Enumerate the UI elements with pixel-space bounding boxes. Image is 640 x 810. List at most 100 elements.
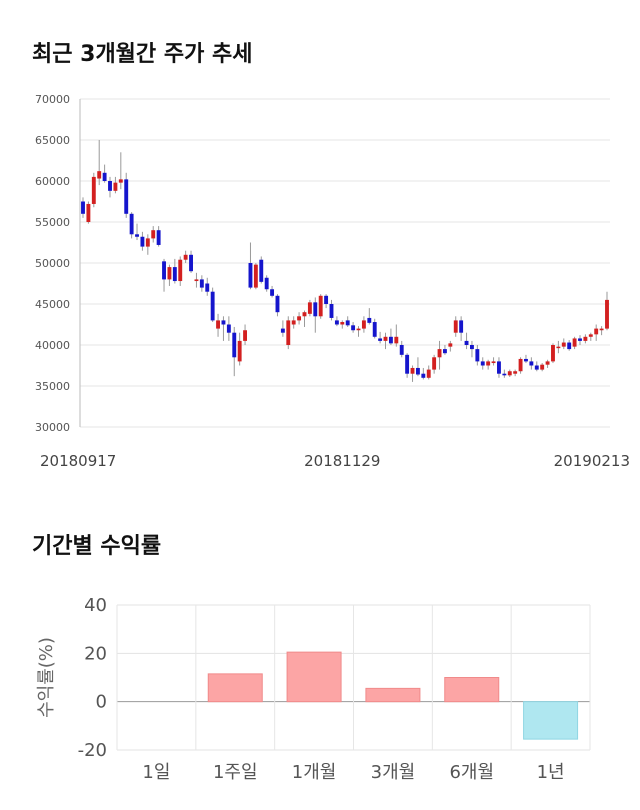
candle-body: [178, 259, 183, 282]
candle-body: [264, 277, 269, 290]
y-axis-label: 수익률(%): [36, 637, 57, 718]
y-tick-label: 50000: [35, 257, 70, 270]
y-tick-label: 0: [96, 692, 107, 713]
candle-body: [226, 324, 231, 333]
y-tick-label: 55000: [35, 216, 70, 229]
return-bar-chart: 40 20 0 -20 수익률(%) 1일 1주일 1개월 3개월 6개월 1년: [36, 595, 591, 783]
candle-body: [388, 336, 393, 344]
candle-body: [129, 213, 134, 235]
candle-body: [583, 336, 588, 341]
x-category-label: 1일: [142, 762, 170, 783]
candle-body: [556, 346, 561, 349]
candle-body: [280, 328, 285, 333]
candle-body: [91, 176, 96, 204]
candle-body: [372, 322, 377, 337]
candle-body: [291, 320, 296, 325]
x-category-label: 1년: [537, 762, 565, 783]
candle-body: [297, 316, 302, 321]
candle-body: [480, 361, 485, 366]
candle-body: [221, 320, 226, 325]
candle-body: [599, 328, 604, 331]
candle-body: [594, 328, 599, 335]
candle-body: [453, 320, 458, 333]
period-return-title: 기간별 수익률: [32, 534, 162, 559]
candle-body: [421, 373, 426, 378]
candlestick-chart: 30000 35000 40000 45000 50000 55000 60000 65000…: [35, 93, 630, 470]
candle-body: [86, 203, 91, 222]
y-tick-label: 40: [84, 595, 107, 616]
candle-body: [459, 320, 464, 333]
return-bar: [207, 673, 263, 703]
candle-body: [167, 267, 172, 280]
candle-body: [210, 291, 215, 321]
candle-body: [524, 358, 528, 362]
candle-body: [383, 336, 388, 341]
candle-body: [426, 369, 431, 378]
candle-body: [329, 304, 334, 318]
candle-body: [572, 338, 577, 347]
candle-body: [513, 371, 518, 374]
candle-body: [205, 283, 210, 292]
candle-body: [464, 340, 469, 345]
candle-body: [324, 295, 329, 304]
candle-body: [545, 361, 550, 365]
candle-body: [275, 295, 280, 313]
y-tick-label: 20: [84, 643, 107, 664]
return-bar: [444, 677, 500, 703]
x-tick-label: 20181129: [304, 452, 380, 470]
candle-body: [367, 317, 372, 323]
candle-body: [253, 264, 258, 288]
y-tick-label: 35000: [35, 380, 70, 393]
candle-body: [405, 354, 410, 374]
candle-body: [410, 367, 415, 374]
candle-body: [415, 367, 420, 375]
candle-body: [551, 345, 555, 362]
candle-body: [534, 365, 539, 370]
candle-body: [518, 358, 523, 372]
return-bar: [286, 651, 342, 703]
candle-body: [172, 267, 177, 282]
candle-body: [108, 181, 112, 191]
candle-body: [243, 330, 248, 341]
x-category-label: 1개월: [292, 762, 337, 783]
candle-body: [437, 349, 442, 358]
candle-body: [248, 263, 253, 288]
candle-body: [448, 343, 453, 347]
candle-body: [361, 320, 366, 329]
candle-body: [491, 361, 496, 364]
candle-body: [189, 254, 193, 272]
y-tick-label: 30000: [35, 421, 70, 434]
y-tick-label: 45000: [35, 298, 70, 311]
candle-body: [232, 332, 237, 358]
candle-body: [486, 361, 491, 366]
y-tick-label: 70000: [35, 93, 70, 106]
return-bar: [523, 701, 579, 740]
candle-body: [307, 302, 312, 314]
x-tick-label: 20190213: [554, 452, 630, 470]
candle-body: [567, 342, 572, 350]
candle-body: [81, 201, 85, 214]
candle-body: [475, 349, 480, 362]
candle-body: [151, 230, 156, 239]
candle-body: [145, 238, 150, 247]
candle-body: [237, 340, 242, 362]
y-tick-label: 60000: [35, 175, 70, 188]
candle-body: [183, 254, 188, 260]
candle-body: [432, 357, 437, 370]
candle-body: [588, 334, 593, 337]
candle-body: [356, 328, 361, 331]
return-bar: [365, 687, 421, 703]
candle-body: [97, 171, 102, 179]
x-category-label: 1주일: [213, 762, 258, 783]
candle-body: [507, 371, 512, 376]
price-trend-title: 최근 3개월간 주가 추세: [32, 42, 253, 67]
candle-body: [118, 179, 123, 183]
candle-body: [259, 259, 264, 282]
candle-body: [313, 302, 318, 317]
x-tick-label: 20180917: [40, 452, 116, 470]
candle-body: [378, 338, 383, 341]
candle-body: [605, 299, 609, 329]
candle-body: [502, 373, 507, 376]
candle-body: [102, 172, 107, 181]
x-category-label: 3개월: [371, 762, 416, 783]
